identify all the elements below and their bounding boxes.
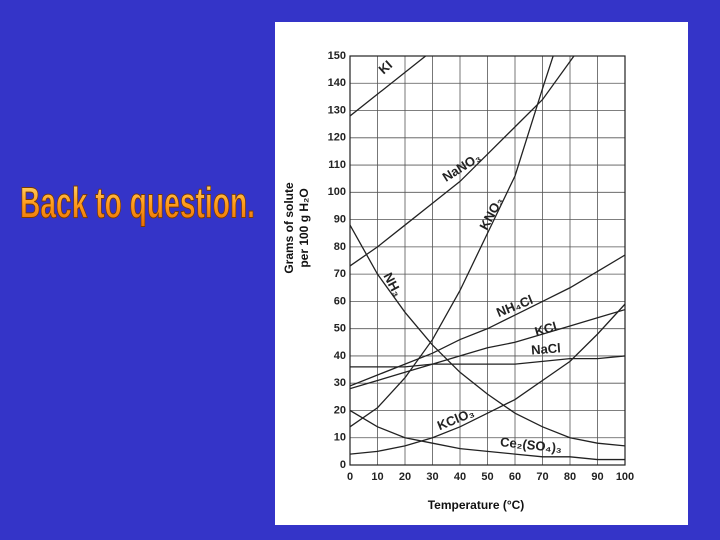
- curve-label: NaCl: [531, 340, 562, 357]
- x-tick-label: 100: [616, 471, 634, 483]
- curve: [350, 409, 625, 461]
- y-tick-label: 10: [334, 432, 346, 444]
- y-tick-label: 80: [334, 241, 346, 253]
- y-tick-label: 30: [334, 377, 346, 389]
- x-tick-label: 40: [454, 471, 466, 483]
- chart-panel: [275, 22, 688, 525]
- y-tick-label: 20: [334, 404, 346, 416]
- curve: [350, 56, 575, 267]
- y-tick-label: 70: [334, 268, 346, 280]
- x-tick-label: 20: [399, 471, 411, 483]
- y-axis-label: per 100 g H₂O: [297, 188, 311, 267]
- curve: [350, 254, 625, 387]
- y-tick-label: 0: [340, 459, 346, 471]
- y-tick-label: 60: [334, 295, 346, 307]
- x-axis-label: Temperature (°C): [428, 498, 525, 512]
- x-tick-label: 50: [481, 471, 493, 483]
- x-tick-label: 0: [347, 471, 353, 483]
- curve-label: Ce₂(SO₄)₃: [499, 434, 562, 455]
- y-axis-label: Grams of solute: [282, 182, 296, 274]
- plot-frame: [349, 55, 626, 466]
- y-tick-label: 50: [334, 323, 346, 335]
- x-tick-label: 10: [371, 471, 383, 483]
- x-tick-label: 70: [536, 471, 548, 483]
- x-tick-label: 30: [426, 471, 438, 483]
- curve: [350, 303, 625, 455]
- y-tick-label: 120: [328, 132, 346, 144]
- curve: [350, 355, 625, 368]
- curve: [350, 56, 427, 117]
- back-button[interactable]: Back to question.: [20, 178, 256, 228]
- curve-label: KCl: [533, 319, 559, 340]
- x-tick-label: 80: [564, 471, 576, 483]
- y-tick-label: 150: [328, 50, 346, 62]
- y-tick-label: 140: [328, 77, 346, 89]
- x-tick-label: 90: [591, 471, 603, 483]
- y-tick-label: 130: [328, 104, 346, 116]
- y-tick-label: 40: [334, 350, 346, 362]
- x-tick-label: 60: [509, 471, 521, 483]
- y-tick-label: 110: [328, 159, 346, 171]
- curve: [350, 224, 625, 447]
- y-tick-label: 90: [334, 214, 346, 226]
- curve: [350, 308, 625, 390]
- curve: [350, 56, 554, 428]
- y-tick-label: 100: [328, 186, 346, 198]
